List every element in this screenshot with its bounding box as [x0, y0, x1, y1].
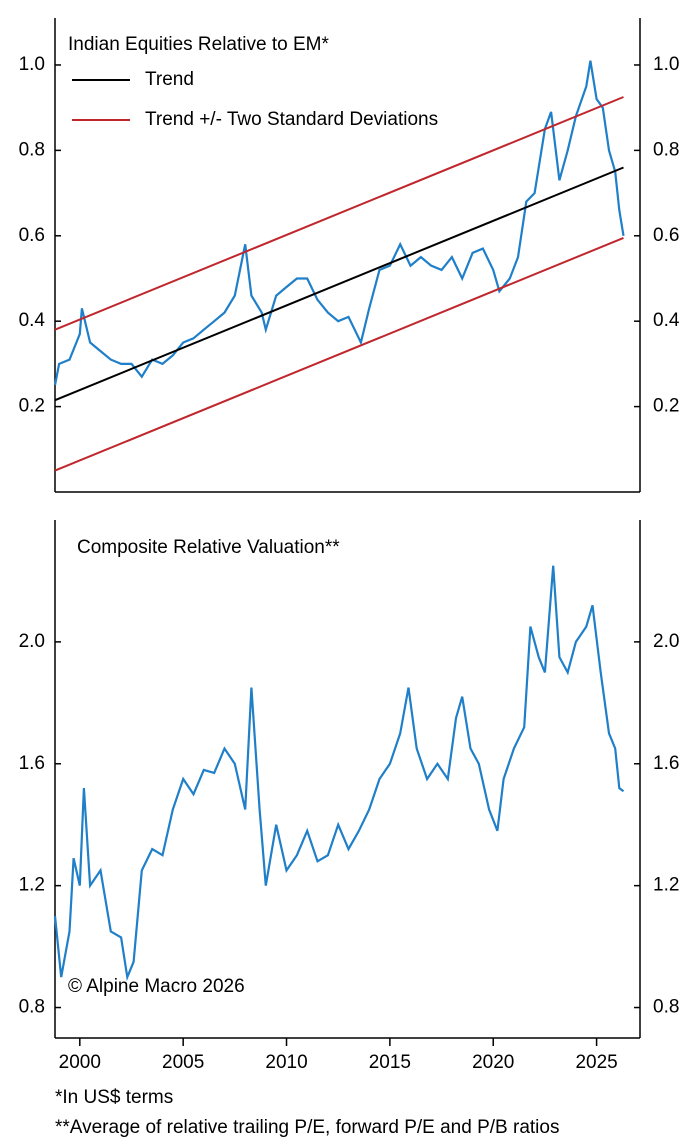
y-tick-label: 2.0 — [19, 631, 45, 652]
x-tick-label: 2020 — [472, 1052, 514, 1073]
annotation: © Alpine Macro 2026 — [68, 976, 245, 997]
series-line — [54, 236, 624, 472]
y-tick-label: 1.6 — [653, 753, 679, 774]
y-tick-label: 1.0 — [653, 54, 679, 75]
y-tick-label: 0.8 — [653, 997, 679, 1018]
legend-label: Trend +/- Two Standard Deviations — [145, 109, 438, 130]
x-tick-label: 2015 — [369, 1052, 411, 1073]
x-tick-label: 2025 — [575, 1052, 617, 1073]
y-tick-label: 0.4 — [19, 310, 46, 331]
series-line — [53, 565, 625, 982]
series-line — [53, 60, 625, 386]
y-tick-label: 0.2 — [653, 396, 679, 417]
legend-label: Trend — [145, 69, 194, 90]
footnote: *In US$ terms — [55, 1087, 173, 1108]
footnote: **Average of relative trailing P/E, forw… — [55, 1117, 559, 1138]
series-line — [54, 96, 624, 331]
y-tick-label: 1.6 — [19, 753, 45, 774]
y-tick-label: 1.0 — [19, 54, 45, 75]
y-tick-label: 0.6 — [19, 225, 45, 246]
y-tick-label: 0.8 — [653, 139, 679, 160]
y-tick-label: 1.2 — [653, 875, 679, 896]
y-tick-label: 0.8 — [19, 139, 45, 160]
x-tick-label: 2000 — [59, 1052, 101, 1073]
y-tick-label: 2.0 — [653, 631, 679, 652]
y-tick-label: 0.8 — [19, 997, 45, 1018]
chart-title: Composite Relative Valuation** — [77, 537, 340, 558]
y-tick-label: 1.2 — [19, 875, 45, 896]
x-tick-label: 2005 — [162, 1052, 204, 1073]
x-tick-label: 2010 — [265, 1052, 307, 1073]
y-tick-label: 0.6 — [653, 225, 679, 246]
chart-title: Indian Equities Relative to EM* — [68, 34, 329, 55]
y-tick-label: 0.2 — [19, 396, 45, 417]
series-line — [54, 166, 624, 402]
y-tick-label: 0.4 — [653, 310, 680, 331]
